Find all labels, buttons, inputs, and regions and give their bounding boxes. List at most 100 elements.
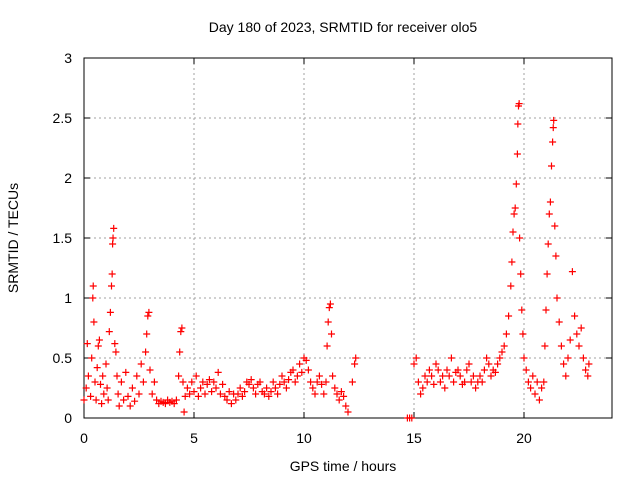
data-point (527, 384, 535, 392)
data-point (133, 372, 141, 380)
data-point (120, 396, 128, 404)
data-point (111, 340, 119, 348)
data-point (439, 372, 447, 380)
data-point (285, 376, 293, 384)
data-point (178, 324, 186, 332)
data-point (412, 354, 420, 362)
data-point (573, 330, 581, 338)
plot-frame (83, 57, 613, 419)
data-point (550, 116, 558, 124)
data-point (172, 396, 180, 404)
data-point (197, 384, 205, 392)
data-point (109, 240, 117, 248)
data-point (329, 372, 337, 380)
data-point (225, 388, 233, 396)
data-point (103, 384, 111, 392)
data-point (582, 366, 590, 374)
data-point (472, 384, 480, 392)
data-point (566, 336, 574, 344)
x-tick-label: 15 (406, 430, 422, 446)
data-point (148, 390, 156, 398)
data-point (436, 378, 444, 386)
data-point (441, 384, 449, 392)
data-point (344, 408, 352, 416)
data-point (88, 354, 96, 362)
data-point (533, 378, 541, 386)
data-point (269, 378, 277, 386)
data-point (205, 376, 213, 384)
data-point (87, 392, 95, 400)
data-point (153, 396, 161, 404)
data-point (557, 342, 565, 350)
data-point (89, 294, 97, 302)
data-point (219, 380, 227, 388)
data-point (146, 366, 154, 374)
data-point (555, 318, 563, 326)
y-tick-label: 0 (64, 410, 72, 426)
data-point (280, 378, 288, 386)
data-point (410, 360, 418, 368)
data-point (115, 402, 123, 410)
data-point (538, 384, 546, 392)
data-point (131, 397, 139, 405)
data-point (432, 360, 440, 368)
data-point (267, 388, 275, 396)
data-point (91, 378, 99, 386)
data-point (510, 210, 518, 218)
data-point (351, 360, 359, 368)
data-point (522, 366, 530, 374)
data-point (335, 396, 343, 404)
x-tick-label: 5 (190, 430, 198, 446)
data-point (278, 372, 286, 380)
data-point (110, 224, 118, 232)
data-point (175, 372, 183, 380)
data-point (289, 366, 297, 374)
data-point (423, 378, 431, 386)
data-point (192, 372, 200, 380)
data-point (80, 396, 88, 404)
data-point (551, 222, 559, 230)
data-point (443, 366, 451, 374)
data-point (585, 360, 593, 368)
data-point (177, 328, 185, 336)
data-point (562, 372, 570, 380)
data-point (210, 378, 218, 386)
data-point (180, 408, 188, 416)
data-point (90, 318, 98, 326)
data-point (333, 390, 341, 398)
data-point (548, 162, 555, 170)
data-point (463, 366, 471, 374)
data-point (543, 270, 551, 278)
data-point (476, 372, 484, 380)
data-point (408, 414, 416, 422)
data-point (508, 258, 516, 266)
data-point (514, 120, 522, 128)
data-point (507, 282, 515, 290)
axis-ticks: 0 5 10 15 20 0 0.5 1 1.5 2 2.5 3 (53, 50, 612, 446)
data-points (80, 100, 593, 422)
data-point (323, 342, 331, 350)
data-point (227, 400, 235, 408)
data-point (135, 390, 143, 398)
data-point (216, 390, 224, 398)
data-point (352, 354, 360, 362)
data-point (549, 138, 557, 146)
data-point (95, 336, 103, 344)
data-point (282, 384, 290, 392)
data-point (575, 342, 583, 350)
data-point (419, 384, 427, 392)
data-point (126, 402, 134, 410)
data-point (498, 348, 506, 356)
data-point (112, 348, 120, 356)
data-point (445, 372, 453, 380)
data-point (584, 372, 592, 380)
grid-lines (84, 58, 612, 418)
data-point (348, 378, 356, 386)
y-tick-label: 2 (64, 170, 72, 186)
data-point (552, 252, 560, 260)
data-point (465, 360, 473, 368)
data-point (181, 392, 189, 400)
data-point (186, 390, 194, 398)
data-point (430, 380, 438, 388)
data-point (94, 342, 102, 350)
